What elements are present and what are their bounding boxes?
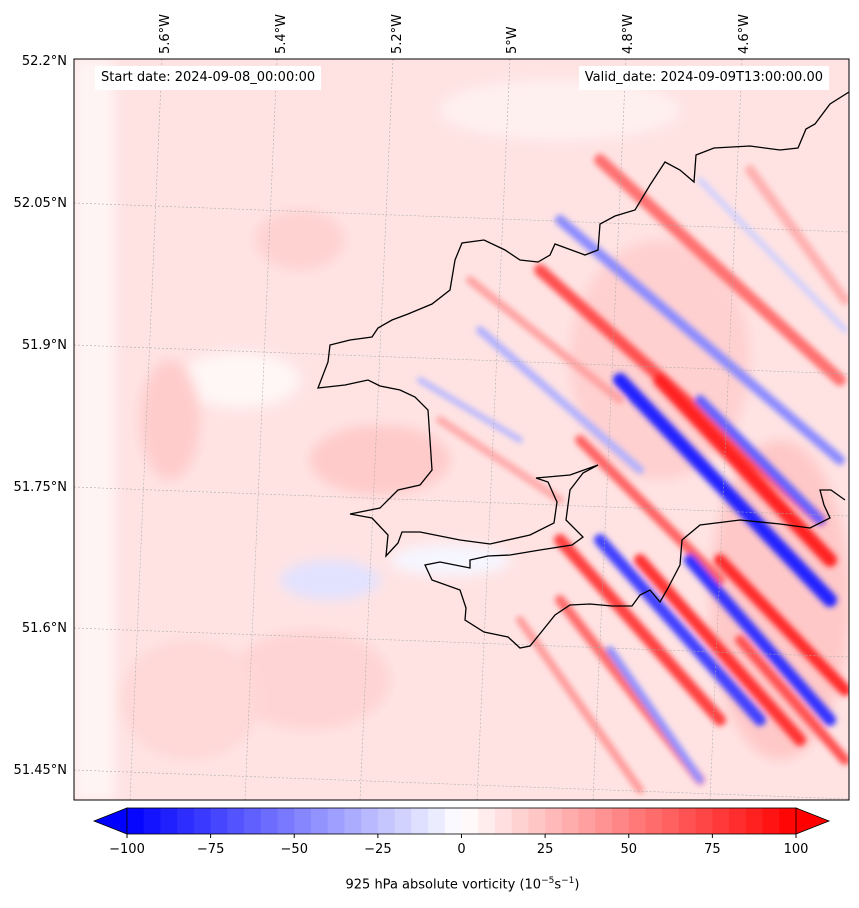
colorbar-segment (193, 808, 212, 834)
lat-label: 51.9°N (22, 338, 67, 353)
colorbar-label-prefix: 925 hPa absolute vorticity (10 (345, 877, 542, 893)
lat-label: 51.75°N (14, 480, 67, 495)
lat-label: 52.05°N (14, 196, 67, 211)
lon-label: 4.6°W (737, 14, 752, 54)
colorbar-segment (528, 808, 546, 834)
colorbar-segment (394, 808, 412, 834)
colorbar-segment (310, 808, 329, 834)
colorbar-segment (578, 808, 596, 834)
colorbar-segment (127, 808, 145, 834)
start-date-label: Start date: 2024-09-08_00:00:00 (95, 66, 322, 90)
lon-label: 5.4°W (274, 14, 289, 54)
colorbar-extend-min (92, 807, 128, 835)
colorbar-segment (444, 808, 462, 834)
lon-labels: 5.6°W 5.4°W 5.2°W 5°W 4.8°W 4.6°W (158, 14, 752, 54)
colorbar-segment (745, 808, 764, 834)
colorbar-segment (361, 808, 379, 834)
colorbar-segment (210, 808, 228, 834)
colorbar-tick-label: −50 (281, 842, 308, 857)
colorbar-segment (545, 808, 563, 834)
colorbar-extend-max (795, 807, 831, 835)
lon-label: 4.8°W (621, 14, 636, 54)
colorbar-label-suffix: ) (574, 877, 580, 893)
colorbar-segment (428, 808, 446, 834)
colorbar-label-mid: s (554, 877, 562, 893)
colorbar-segment (277, 808, 295, 834)
colorbar-segment (377, 808, 396, 834)
colorbar-segment (662, 808, 680, 834)
colorbar-segment (294, 808, 312, 834)
colorbar-segment (645, 808, 663, 834)
colorbar-segment (260, 808, 279, 834)
colorbar-tick-label: 25 (537, 842, 554, 857)
lon-label: 5.6°W (158, 14, 173, 54)
colorbar-segment (411, 808, 429, 834)
colorbar-tick-label: −75 (197, 842, 224, 857)
colorbar-segment (729, 808, 747, 834)
colorbar-segment (561, 808, 580, 834)
valid-date-label: Valid_date: 2024-09-09T13:00:00.00 (578, 66, 829, 90)
colorbar-segment (612, 808, 630, 834)
colorbar-segment (712, 808, 730, 834)
colorbar-tick-label: 0 (457, 842, 465, 857)
colorbar-segment (160, 808, 178, 834)
colorbar-segment (344, 808, 362, 834)
colorbar-segment (461, 808, 479, 834)
colorbar-segment (244, 808, 262, 834)
lon-label: 5.2°W (390, 14, 405, 54)
colorbar-segment (143, 808, 161, 834)
colorbar-tick-label: 50 (620, 842, 637, 857)
lat-label: 51.6°N (22, 621, 67, 636)
lat-labels: 52.2°N 52.05°N 51.9°N 51.75°N 51.6°N 51.… (14, 54, 67, 778)
colorbar-segment (595, 808, 613, 834)
colorbar-segment (227, 808, 245, 834)
colorbar-segment (762, 808, 780, 834)
lon-label: 5°W (505, 26, 520, 54)
colorbar-tick-label: 100 (784, 842, 809, 857)
colorbar-segment (478, 808, 496, 834)
colorbar-label: 925 hPa absolute vorticity (10−5s−1) (0, 876, 859, 892)
colorbar-tick-label: −100 (109, 842, 145, 857)
colorbar-segment (177, 808, 195, 834)
colorbar-tick-label: 75 (704, 842, 721, 857)
colorbar-tick-label: −25 (364, 842, 391, 857)
map-frame (73, 58, 850, 801)
colorbar-label-exp2: −1 (561, 876, 575, 886)
colorbar-segment (494, 808, 513, 834)
lat-label: 52.2°N (22, 54, 67, 69)
colorbar-label-exp1: −5 (541, 876, 555, 886)
colorbar-segment (327, 808, 345, 834)
colorbar-segment (511, 808, 529, 834)
vorticity-field (74, 59, 849, 800)
colorbar-segment (678, 808, 697, 834)
colorbar-segment (779, 808, 797, 834)
lat-label: 51.45°N (14, 763, 67, 778)
colorbar-segment (628, 808, 646, 834)
colorbar-segment (695, 808, 713, 834)
coastline (317, 91, 849, 649)
colorbar: −100 −75 −50 −25 0 25 50 75 100 (92, 807, 831, 857)
